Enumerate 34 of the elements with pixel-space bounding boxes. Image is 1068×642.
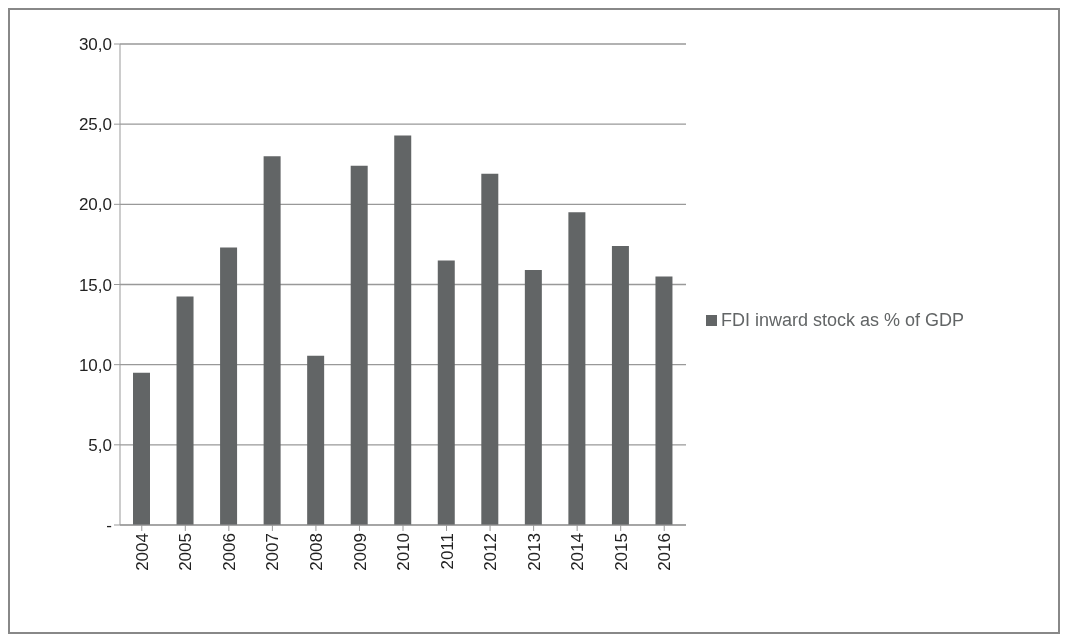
- bar: [220, 247, 238, 525]
- y-tick-label: -: [106, 516, 112, 536]
- y-tick-label: 30,0: [78, 35, 112, 55]
- bar: [307, 355, 325, 525]
- y-tick-label: 10,0: [78, 355, 112, 375]
- bar: [524, 270, 542, 525]
- x-tick-label: 2010: [394, 533, 414, 571]
- x-tick-label: 2008: [306, 533, 326, 571]
- bar: [394, 135, 412, 525]
- y-tick-label: 5,0: [88, 435, 112, 455]
- x-tick-label: 2016: [655, 533, 675, 571]
- x-tick-label: 2005: [176, 533, 196, 571]
- x-tick-label: 2006: [219, 533, 239, 571]
- bar: [350, 165, 368, 525]
- bar: [437, 260, 455, 525]
- x-tick-label: 2011: [437, 533, 457, 570]
- bar: [481, 173, 499, 525]
- x-tick-label: 2013: [524, 533, 544, 571]
- y-tick-label: 20,0: [78, 195, 112, 215]
- legend-label: FDI inward stock as % of GDP: [721, 309, 965, 330]
- x-tick-label: 2014: [568, 533, 588, 571]
- x-tick-label: 2009: [350, 533, 370, 571]
- x-tick-label: 2015: [611, 533, 631, 571]
- y-tick-label: 15,0: [78, 275, 112, 295]
- bar: [568, 212, 586, 525]
- bar: [133, 372, 150, 525]
- x-tick-label: 2004: [132, 533, 152, 571]
- y-tick-label: 25,0: [78, 115, 112, 135]
- bar: [263, 156, 281, 525]
- bar: [176, 296, 194, 525]
- x-tick-label: 2012: [481, 533, 501, 571]
- bar: [655, 276, 673, 525]
- bar: [611, 246, 629, 525]
- x-tick-label: 2007: [263, 533, 283, 571]
